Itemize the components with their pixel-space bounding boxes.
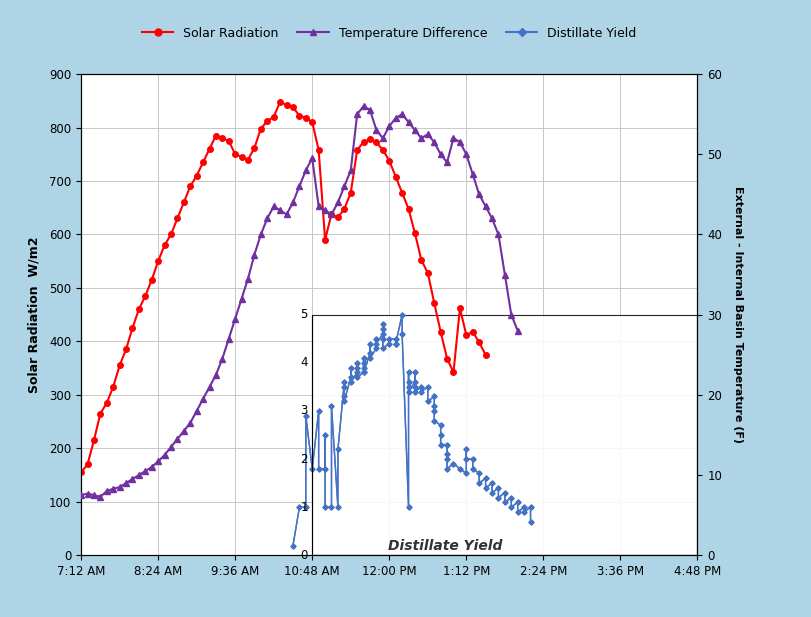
- Text: 3: 3: [301, 404, 308, 418]
- Y-axis label: External - Internal Basin Temperature (F): External - Internal Basin Temperature (F…: [733, 186, 743, 443]
- Text: 4: 4: [300, 356, 308, 370]
- Text: Distillate Yield: Distillate Yield: [388, 539, 502, 553]
- Y-axis label: Solar Radiation  W/m2: Solar Radiation W/m2: [28, 236, 41, 393]
- Text: 1: 1: [300, 500, 308, 514]
- Text: 2: 2: [300, 452, 308, 466]
- Bar: [312, 315, 697, 555]
- Legend: Solar Radiation, Temperature Difference, Distillate Yield: Solar Radiation, Temperature Difference,…: [137, 22, 642, 44]
- Text: 0: 0: [301, 549, 308, 562]
- Text: 5: 5: [301, 308, 308, 321]
